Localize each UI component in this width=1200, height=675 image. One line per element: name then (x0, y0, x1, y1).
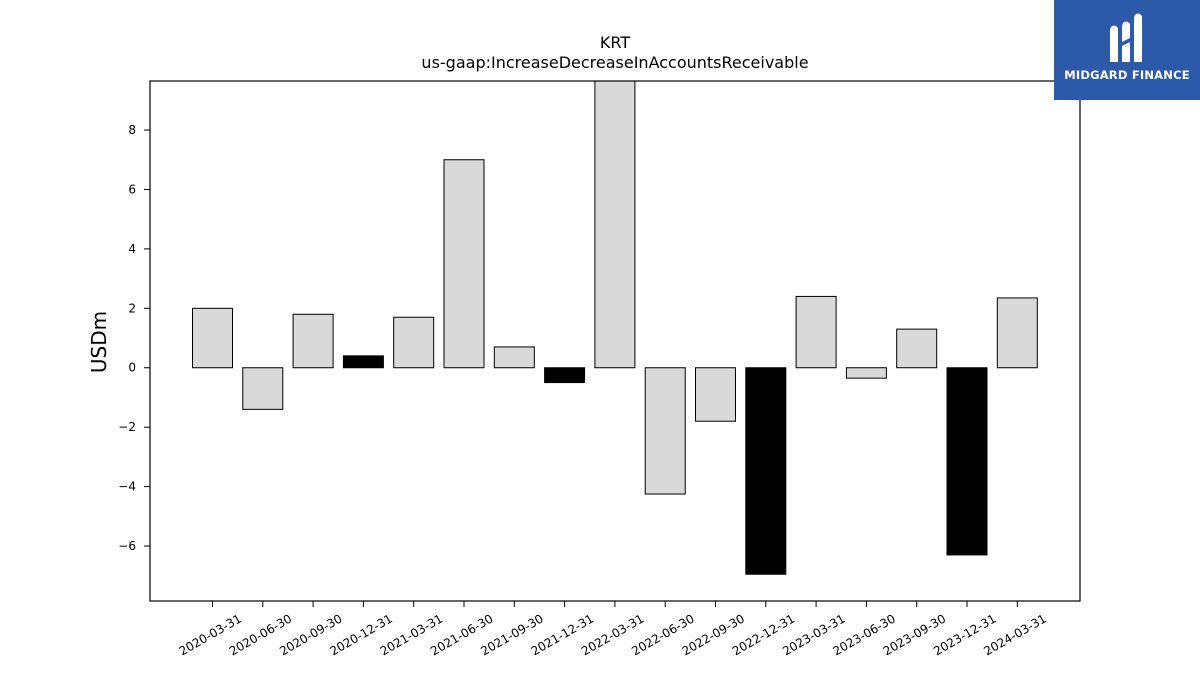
plot-frame (149, 80, 1081, 602)
y-tick-label: 2 (128, 301, 136, 315)
midgard-logo-icon (1110, 13, 1142, 63)
y-axis-label: USDm (87, 311, 111, 373)
bar-2023-03-31 (795, 295, 837, 369)
bar-2023-12-31 (946, 367, 988, 556)
bar-2021-03-31 (393, 316, 435, 369)
chart-title: KRT (600, 33, 630, 52)
bar-2022-12-31 (745, 367, 787, 575)
bar-2022-06-30 (644, 367, 686, 495)
midgard-finance-logo: MIDGARD FINANCE (1054, 0, 1200, 100)
y-tick-label: −4 (118, 480, 136, 494)
y-tick-label: −2 (118, 420, 136, 434)
chart-subtitle: us-gaap:IncreaseDecreaseInAccountsReceiv… (421, 53, 808, 72)
y-tick-label: 4 (128, 242, 136, 256)
bar-2021-09-30 (493, 346, 535, 369)
bar-2021-12-31 (544, 367, 586, 384)
y-tick-label: 6 (128, 182, 136, 196)
bars-layer (192, 81, 1038, 575)
y-tick-label: 0 (128, 361, 136, 375)
y-tick-label: 8 (128, 123, 136, 137)
bar-2020-06-30 (242, 367, 284, 410)
y-tick-label: −6 (118, 539, 136, 553)
bar-2022-03-31 (594, 81, 636, 369)
bar-2020-09-30 (292, 313, 334, 369)
bar-2020-03-31 (192, 307, 233, 369)
bar-2023-06-30 (845, 367, 887, 379)
bar-2020-12-31 (342, 355, 384, 369)
bar-2023-09-30 (896, 328, 938, 369)
bar-2021-06-30 (443, 159, 485, 369)
logo-text: MIDGARD FINANCE (1064, 68, 1190, 82)
bar-2024-03-31 (996, 297, 1038, 369)
bar-2022-09-30 (695, 367, 736, 422)
